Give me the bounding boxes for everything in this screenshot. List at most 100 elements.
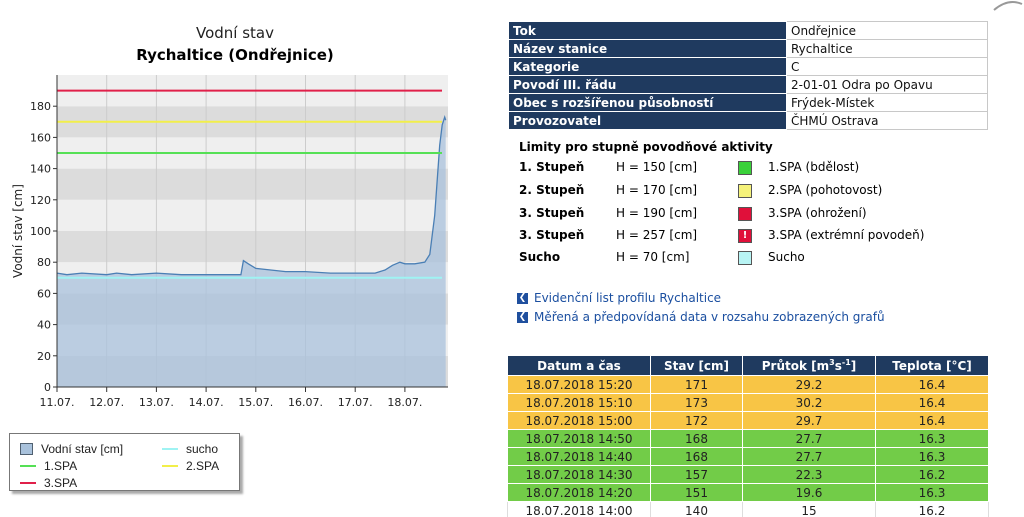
table-row: 18.07.2018 15:20 171 29.2 16.4 xyxy=(507,375,989,394)
limit-row: 3. Stupeň H = 257 [cm]! 3.SPA (extrémní po… xyxy=(519,228,979,246)
y-tick-label: 140 xyxy=(30,163,51,176)
x-tick-label: 17.07. xyxy=(338,396,373,409)
info-key: Kategorie xyxy=(508,57,787,76)
limit-name: 2. Stupeň xyxy=(519,183,585,197)
limit-color-swatch xyxy=(738,161,752,175)
limit-name: 3. Stupeň xyxy=(519,206,585,220)
measurements-table: Datum a čas Stav [cm] Průtok [m3s-1] Tep… xyxy=(507,355,989,517)
x-tick-label: 16.07. xyxy=(288,396,323,409)
limit-name: 1. Stupeň xyxy=(519,160,585,174)
x-tick-label: 15.07. xyxy=(238,396,273,409)
legend-label: 3.SPA xyxy=(44,476,78,490)
cell-stav: 168 xyxy=(650,447,743,466)
legend-label: 2.SPA xyxy=(186,459,220,473)
y-tick-label: 160 xyxy=(30,131,51,144)
info-row: Obec s rozšířenou působností Frýdek-Míste… xyxy=(508,93,988,112)
limit-description: 3.SPA (extrémní povodeň) xyxy=(768,228,925,242)
cell-stav: 171 xyxy=(650,375,743,394)
info-key: Povodí III. řádu xyxy=(508,75,787,94)
y-axis-title: Vodní stav [cm] xyxy=(11,184,25,278)
cell-datetime: 18.07.2018 14:30 xyxy=(507,465,651,484)
legend-label: 1.SPA xyxy=(44,459,78,473)
chart-panel: Vodní stav Rychaltice (Ondřejnice) 0 20 40… xyxy=(0,0,470,517)
limit-color-swatch xyxy=(738,184,752,198)
y-tick-label: 80 xyxy=(37,256,51,269)
cell-teplota: 16.4 xyxy=(875,375,989,394)
cell-teplota: 16.2 xyxy=(875,501,989,517)
cell-teplota: 16.3 xyxy=(875,447,989,466)
table-row: 18.07.2018 14:40 168 27.7 16.3 xyxy=(507,447,989,466)
limit-description: 3.SPA (ohrožení) xyxy=(768,206,867,220)
cell-stav: 173 xyxy=(650,393,743,412)
grid-band xyxy=(57,168,448,200)
station-profile-link[interactable]: ❮ Evidenční list profilu Rychaltice xyxy=(517,291,721,305)
legend-item: 2.SPA xyxy=(162,459,219,473)
cell-prutok: 27.7 xyxy=(742,429,876,448)
limit-row: 3. Stupeň H = 190 [cm] 3.SPA (ohrožení) xyxy=(519,206,979,224)
y-tick-label: 20 xyxy=(37,350,51,363)
cell-stav: 151 xyxy=(650,483,743,502)
water-level-area xyxy=(57,117,446,387)
cell-teplota: 16.4 xyxy=(875,393,989,412)
info-key: Provozovatel xyxy=(508,111,787,130)
info-value: Frýdek-Místek xyxy=(786,93,988,112)
y-tick-label: 100 xyxy=(30,225,51,238)
station-profile-link-label[interactable]: Evidenční list profilu Rychaltice xyxy=(534,291,722,305)
legend-item: Vodní stav [cm] xyxy=(20,442,123,456)
corner-arrow-icon xyxy=(993,1,1023,11)
legend-marker xyxy=(20,443,33,455)
cell-stav: 172 xyxy=(650,411,743,430)
chevron-left-icon: ❮ xyxy=(517,292,528,304)
limit-description: Sucho xyxy=(768,250,805,264)
limit-name: 3. Stupeň xyxy=(519,228,585,242)
cell-datetime: 18.07.2018 15:00 xyxy=(507,411,651,430)
legend-item: 3.SPA xyxy=(20,476,77,490)
info-row: Provozovatel ČHMÚ Ostrava xyxy=(508,111,988,130)
table-header-row: Datum a čas Stav [cm] Průtok [m3s-1] Tep… xyxy=(507,355,989,376)
limit-row: 1. Stupeň H = 150 [cm] 1.SPA (bdělost) xyxy=(519,160,979,178)
cell-teplota: 16.3 xyxy=(875,483,989,502)
legend-item: sucho xyxy=(162,442,218,456)
limit-value: H = 257 [cm] xyxy=(616,228,698,242)
limit-value: H = 190 [cm] xyxy=(616,206,698,220)
table-row: 18.07.2018 14:30 157 22.3 16.2 xyxy=(507,465,989,484)
x-tick-label: 11.07. xyxy=(40,396,75,409)
table-row: 18.07.2018 14:20 151 19.6 16.3 xyxy=(507,483,989,502)
limit-description: 1.SPA (bdělost) xyxy=(768,160,860,174)
info-value: 2-01-01 Odra po Opavu xyxy=(786,75,988,94)
y-tick-label: 0 xyxy=(44,381,51,394)
y-tick-label: 60 xyxy=(37,287,51,300)
measured-data-link-label[interactable]: Měřená a předpovídaná data v rozsahu zob… xyxy=(534,310,885,324)
legend-marker xyxy=(20,465,36,467)
cell-prutok: 30.2 xyxy=(742,393,876,412)
cell-stav: 140 xyxy=(650,501,743,517)
cell-prutok: 27.7 xyxy=(742,447,876,466)
water-level-chart: 0 20 40 60 80 100 120 140 160 180 11.07. 12.07. 13.0… xyxy=(11,75,448,409)
table-row: 18.07.2018 14:00 140 15 16.2 xyxy=(507,501,989,517)
cell-datetime: 18.07.2018 14:40 xyxy=(507,447,651,466)
limits-title: Limity pro stupně povodňové aktivity xyxy=(519,140,773,154)
limit-color-swatch: ! xyxy=(738,229,752,243)
info-value: C xyxy=(786,57,988,76)
info-value: ČHMÚ Ostrava xyxy=(786,111,988,130)
chart-title: Vodní stav xyxy=(195,24,274,42)
measured-data-link[interactable]: ❮ Měřená a předpovídaná data v rozsahu z… xyxy=(517,310,885,324)
limit-value: H = 170 [cm] xyxy=(616,183,698,197)
cell-datetime: 18.07.2018 15:10 xyxy=(507,393,651,412)
chevron-left-icon: ❮ xyxy=(517,311,528,323)
legend-marker xyxy=(162,465,178,467)
info-key: Obec s rozšířenou působností xyxy=(508,93,787,112)
cell-stav: 168 xyxy=(650,429,743,448)
cell-stav: 157 xyxy=(650,465,743,484)
info-value: Ondřejnice xyxy=(786,21,988,40)
water-level-line xyxy=(56,114,447,276)
info-row: Název stanice Rychaltice xyxy=(508,39,988,58)
y-tick-label: 40 xyxy=(37,319,51,332)
limit-color-swatch xyxy=(738,207,752,221)
col-header-prutok: Průtok [m3s-1] xyxy=(742,355,876,376)
limit-name: Sucho xyxy=(519,250,561,264)
limit-color-swatch xyxy=(738,251,752,265)
col-header-teplota: Teplota [°C] xyxy=(875,355,989,376)
x-tick-label: 13.07. xyxy=(139,396,174,409)
table-row: 18.07.2018 15:00 172 29.7 16.4 xyxy=(507,411,989,430)
